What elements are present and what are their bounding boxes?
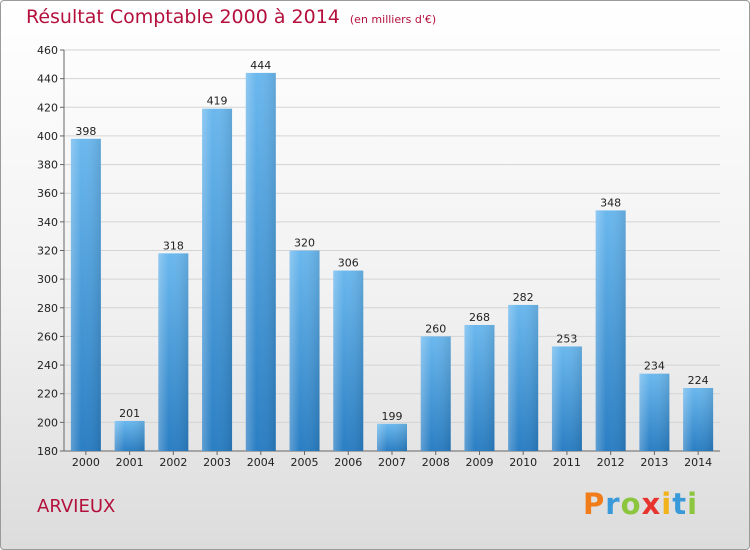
y-tick-label: 200 [37,416,58,429]
chart-title-text: Résultat Comptable 2000 à 2014 [26,6,340,28]
bar-shine-2013 [639,373,670,451]
brand-letter: P [583,487,606,521]
commune-name: ARVIEUX [37,496,116,517]
bar-shine-2005 [289,250,320,451]
bar-value-label: 268 [469,311,490,324]
bar-value-label: 306 [338,257,359,270]
bar-shine-2011 [551,346,582,451]
bar-value-label: 282 [513,291,534,304]
bar-shine-2012 [595,210,626,451]
proxiti-logo[interactable]: Proxiti [583,487,698,521]
bar-shine-2008 [420,336,451,451]
x-tick-label: 2002 [159,456,187,469]
y-tick-label: 280 [37,302,58,315]
bar-value-label: 398 [75,125,96,138]
bar-value-label: 224 [688,374,709,387]
bar-value-label: 199 [382,410,403,423]
x-tick-label: 2004 [247,456,275,469]
y-tick-label: 360 [37,187,58,200]
y-tick-label: 340 [37,216,58,229]
y-tick-label: 380 [37,159,58,172]
bar-value-label: 253 [556,332,577,345]
x-tick-label: 2014 [684,456,712,469]
bar-value-label: 444 [250,59,271,72]
bar-value-label: 260 [425,322,446,335]
bar-shine-2003 [202,108,233,451]
bar-shine-2002 [158,253,189,451]
x-tick-label: 2001 [116,456,144,469]
bar-value-label: 419 [207,95,228,108]
bar-value-label: 320 [294,237,315,250]
bar-shine-2000 [70,138,101,452]
y-tick-label: 260 [37,330,58,343]
bar-shine-2004 [245,72,276,452]
y-tick-label: 220 [37,388,58,401]
brand-letter: i [687,487,699,521]
x-tick-label: 2008 [422,456,450,469]
x-tick-label: 2010 [509,456,537,469]
x-tick-label: 2006 [334,456,362,469]
chart-title: Résultat Comptable 2000 à 2014 (en millie… [26,6,436,28]
y-tick-label: 460 [37,44,58,57]
x-tick-label: 2005 [291,456,319,469]
bar-shine-2001 [114,420,145,451]
brand-letter: x [641,487,662,521]
chart-subtitle: (en milliers d'€) [349,13,437,26]
y-tick-label: 400 [37,130,58,143]
x-tick-label: 2003 [203,456,231,469]
bar-shine-2007 [377,423,407,451]
bar-value-label: 318 [163,239,184,252]
bar-value-label: 348 [600,196,621,209]
x-tick-label: 2013 [640,456,668,469]
brand-letter: i [661,487,673,521]
y-tick-label: 300 [37,273,58,286]
bar-shine-2009 [464,324,495,451]
bar-shine-2010 [508,304,539,451]
brand-letter: t [672,487,688,521]
bar-shine-2014 [683,387,714,451]
x-tick-label: 2000 [72,456,100,469]
y-tick-label: 440 [37,73,58,86]
brand-letter: r [605,487,621,521]
brand-letter: o [620,487,642,521]
x-tick-label: 2012 [597,456,625,469]
bar-value-label: 201 [119,407,140,420]
x-tick-label: 2007 [378,456,406,469]
bars: 398 201 318 419 444 320 306 199 260 268 282 253 348 2… [70,59,714,452]
bar-shine-2006 [333,270,364,451]
x-tick-label: 2009 [465,456,493,469]
y-tick-label: 420 [37,101,58,114]
y-tick-label: 320 [37,245,58,258]
bar-value-label: 234 [644,360,665,373]
x-tick-label: 2011 [553,456,581,469]
y-tick-label: 180 [37,445,58,458]
y-tick-label: 240 [37,359,58,372]
